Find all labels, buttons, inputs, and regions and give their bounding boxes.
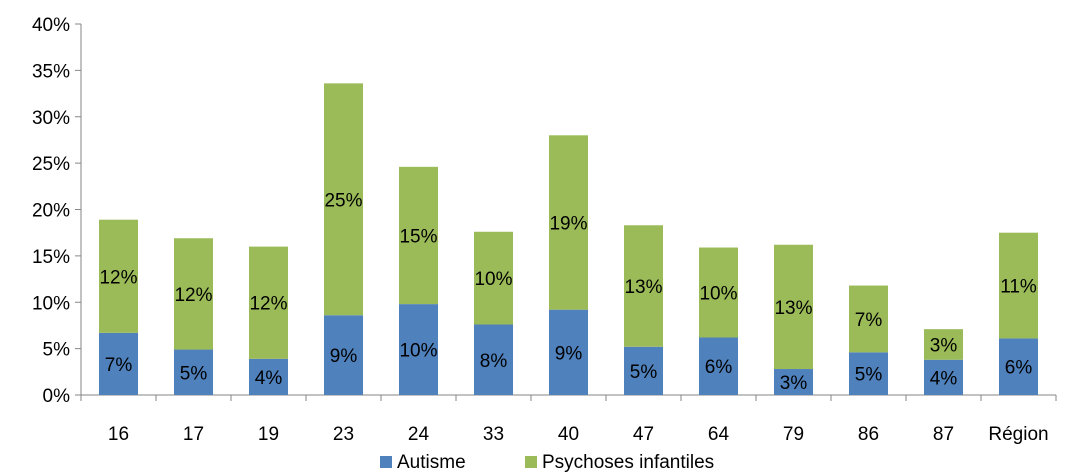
bar-segment-psychoses (249, 246, 288, 359)
x-tick-label: 79 (783, 424, 804, 445)
bar-segment-autisme (399, 304, 438, 395)
data-label: 13% (624, 277, 662, 298)
data-labels: 7% 12% 5% 12% 4% 12% 9% 25% 10% 15% 8% 10% 9% 19% 5% 13… (99, 190, 1036, 394)
data-label: 5% (855, 365, 883, 386)
data-label: 6% (705, 357, 733, 378)
data-label: 3% (780, 373, 808, 394)
bar-segment-autisme (774, 369, 813, 395)
bar-segment-autisme (324, 315, 363, 395)
x-tick-label: 24 (408, 424, 430, 445)
data-label: 25% (324, 190, 362, 211)
data-label: 9% (555, 343, 583, 364)
bar-segment-psychoses (474, 231, 513, 325)
bar-segment-autisme (99, 332, 138, 395)
bars (99, 83, 1038, 395)
bar-segment-autisme (549, 309, 588, 395)
bar-segment-psychoses (849, 285, 888, 353)
legend-swatch (525, 456, 537, 468)
data-label: 4% (255, 368, 283, 389)
data-label: 7% (105, 355, 133, 376)
bar-segment-psychoses (174, 238, 213, 350)
data-label: 10% (399, 341, 437, 362)
y-tick-label: 35% (32, 61, 70, 82)
bar-segment-psychoses (924, 329, 963, 360)
data-label: 7% (855, 310, 883, 331)
x-tick-label: Région (988, 424, 1048, 445)
legend-label: Psychoses infantiles (542, 452, 714, 473)
x-tick-label: 47 (633, 424, 654, 445)
y-tick-label: 20% (32, 201, 70, 222)
y-tick-label: 0% (43, 386, 71, 407)
data-label: 19% (549, 213, 587, 234)
bar-segment-psychoses (549, 135, 588, 310)
bar-segment-psychoses (624, 225, 663, 347)
data-label: 12% (99, 267, 137, 288)
x-tick-label: 16 (108, 424, 129, 445)
x-tick-label: 64 (708, 424, 730, 445)
y-tick-label: 30% (32, 108, 70, 129)
bar-segment-psychoses (399, 166, 438, 305)
bar-segment-psychoses (699, 247, 738, 338)
bar-segment-autisme (924, 359, 963, 395)
y-tick-label: 15% (32, 247, 70, 268)
data-label: 6% (1005, 358, 1033, 379)
data-label: 10% (474, 269, 512, 290)
legend: Autisme Psychoses infantiles (380, 452, 714, 473)
x-tick-label: 40 (558, 424, 579, 445)
bar-segment-autisme (999, 338, 1038, 395)
x-tick-label: 86 (858, 424, 879, 445)
data-label: 12% (174, 285, 212, 306)
data-label: 10% (699, 284, 737, 305)
y-tick-label: 5% (43, 340, 71, 361)
x-tick-label: 87 (933, 424, 954, 445)
x-tick-label: 17 (183, 424, 204, 445)
bar-segment-autisme (474, 324, 513, 395)
y-tick-label: 10% (32, 293, 70, 314)
legend-label: Autisme (397, 452, 466, 473)
bar-segment-psychoses (999, 232, 1038, 339)
bar-segment-autisme (624, 346, 663, 395)
data-label: 9% (330, 346, 358, 367)
data-label: 8% (480, 351, 508, 372)
bar-segment-autisme (699, 337, 738, 395)
legend-swatch (380, 456, 392, 468)
bar-segment-psychoses (99, 219, 138, 333)
x-tick-label: 19 (258, 424, 279, 445)
data-label: 5% (180, 363, 208, 384)
bar-segment-autisme (249, 358, 288, 395)
data-label: 4% (930, 368, 958, 389)
x-tick-label: 23 (333, 424, 354, 445)
bar-segment-psychoses (774, 244, 813, 370)
data-label: 5% (630, 362, 658, 383)
data-label: 11% (1000, 277, 1037, 298)
data-label: 13% (774, 298, 812, 319)
axes: 0% 5% 10% 15% 20% 25% 30% 35% 40% 16 17 19 23 24 33 40 4… (32, 15, 1057, 445)
y-tick-label: 40% (32, 15, 70, 36)
data-label: 3% (930, 335, 958, 356)
data-label: 12% (249, 294, 287, 315)
bar-segment-autisme (174, 349, 213, 395)
bar-segment-autisme (849, 352, 888, 395)
x-tick-label: 33 (483, 424, 504, 445)
y-tick-label: 25% (32, 154, 70, 175)
data-label: 15% (399, 226, 437, 247)
bar-segment-psychoses (324, 83, 363, 316)
